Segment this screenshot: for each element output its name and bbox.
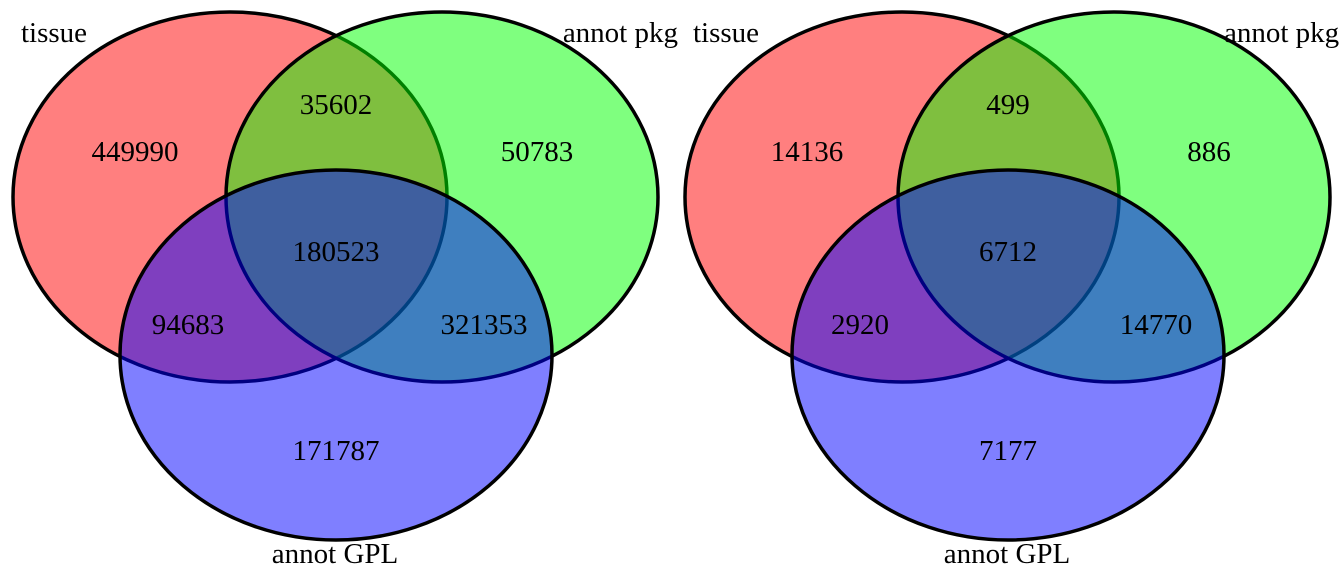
- region-ac-count: 94683: [152, 309, 225, 341]
- venn-diagram-left: tissue annot pkg annot GPL 449990 35602 …: [11, 10, 678, 570]
- region-c-only-count: 171787: [293, 435, 380, 467]
- region-b-only-count: 50783: [501, 136, 574, 168]
- region-b-only-count: 886: [1187, 136, 1231, 168]
- region-bc-count: 321353: [441, 309, 528, 341]
- region-c-only-count: 7177: [979, 435, 1037, 467]
- set-c-label: annot GPL: [944, 538, 1070, 570]
- set-a-label: tissue: [693, 17, 759, 49]
- set-c-ellipse: [118, 168, 554, 542]
- region-abc-count: 180523: [293, 236, 380, 268]
- set-c-label: annot GPL: [272, 538, 398, 570]
- region-ab-count: 35602: [300, 89, 373, 121]
- set-c-ellipse: [790, 168, 1226, 542]
- set-b-label: annot pkg: [563, 17, 678, 49]
- region-a-only-count: 449990: [92, 136, 179, 168]
- region-abc-count: 6712: [979, 236, 1037, 268]
- region-ab-count: 499: [986, 89, 1030, 121]
- region-ac-count: 2920: [831, 309, 889, 341]
- set-b-label: annot pkg: [1224, 17, 1339, 49]
- region-bc-count: 14770: [1120, 309, 1193, 341]
- venn-diagram-right: tissue annot pkg annot GPL 14136 499 886…: [683, 10, 1339, 570]
- set-a-label: tissue: [21, 17, 87, 49]
- region-a-only-count: 14136: [771, 136, 844, 168]
